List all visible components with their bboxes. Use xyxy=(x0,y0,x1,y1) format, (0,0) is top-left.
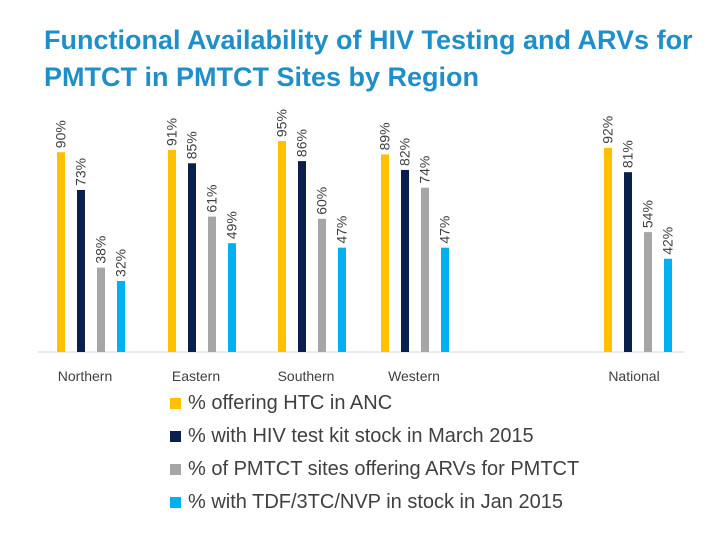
legend-item-4: % with TDF/3TC/NVP in stock in Jan 2015 xyxy=(170,487,630,517)
category-label-northern: Northern xyxy=(58,368,112,384)
legend-label-1: % offering HTC in ANC xyxy=(188,391,393,414)
data-label-northern-series-4: 32% xyxy=(113,249,129,277)
bar-western-series-3 xyxy=(421,187,429,352)
bar-national-series-4 xyxy=(664,258,672,352)
bar-southern-series-4 xyxy=(338,247,346,352)
category-label-national: National xyxy=(608,368,659,384)
bar-southern-series-3 xyxy=(318,218,326,352)
chart-title: Functional Availability of HIV Testing a… xyxy=(44,22,693,96)
legend-label-2: % with HIV test kit stock in March 2015 xyxy=(188,424,534,447)
chart-title-line-2: PMTCT in PMTCT Sites by Region xyxy=(44,62,480,92)
legend-item-3: % of PMTCT sites offering ARVs for PMTCT xyxy=(170,454,630,484)
bar-northern-series-4 xyxy=(117,280,125,352)
bar-western-series-1 xyxy=(381,154,389,352)
legend-swatch-1 xyxy=(170,397,181,409)
data-label-northern-series-1: 90% xyxy=(53,120,69,148)
legend-label-3: % of PMTCT sites offering ARVs for PMTCT xyxy=(188,457,580,480)
data-label-eastern-series-4: 49% xyxy=(224,211,240,239)
legend-item-1: % offering HTC in ANC xyxy=(170,388,630,418)
data-label-northern-series-3: 38% xyxy=(93,236,109,264)
bar-eastern-series-3 xyxy=(208,216,216,352)
bar-western-series-4 xyxy=(441,247,449,352)
bar-national-series-3 xyxy=(644,232,652,352)
bar-southern-series-2 xyxy=(298,161,306,352)
bar-northern-series-2 xyxy=(77,189,85,352)
legend-swatch-3 xyxy=(170,463,181,475)
bar-northern-series-1 xyxy=(57,152,65,352)
data-label-national-series-4: 42% xyxy=(660,227,676,255)
category-label-eastern: Eastern xyxy=(172,368,220,384)
bar-national-series-2 xyxy=(624,172,632,352)
data-label-western-series-1: 89% xyxy=(377,122,393,150)
data-label-southern-series-2: 86% xyxy=(294,129,310,157)
data-label-eastern-series-2: 85% xyxy=(184,131,200,159)
legend-swatch-2 xyxy=(170,430,181,442)
legend-item-2: % with HIV test kit stock in March 2015 xyxy=(170,421,630,451)
data-label-national-series-1: 92% xyxy=(600,116,616,144)
data-label-national-series-2: 81% xyxy=(620,140,636,168)
legend-label-4: % with TDF/3TC/NVP in stock in Jan 2015 xyxy=(188,490,563,513)
data-label-southern-series-4: 47% xyxy=(334,216,350,244)
data-label-eastern-series-3: 61% xyxy=(204,185,220,213)
bar-eastern-series-4 xyxy=(228,243,236,352)
bar-western-series-2 xyxy=(401,169,409,352)
legend-swatch-4 xyxy=(170,496,181,508)
data-label-western-series-3: 74% xyxy=(417,156,433,184)
data-label-eastern-series-1: 91% xyxy=(164,118,180,146)
category-label-southern: Southern xyxy=(278,368,335,384)
bar-northern-series-3 xyxy=(97,267,105,352)
data-label-southern-series-1: 95% xyxy=(274,109,290,137)
data-label-western-series-4: 47% xyxy=(437,216,453,244)
data-label-western-series-2: 82% xyxy=(397,138,413,166)
data-label-national-series-3: 54% xyxy=(640,200,656,228)
bar-southern-series-1 xyxy=(278,141,286,352)
data-label-northern-series-2: 73% xyxy=(73,158,89,186)
data-label-southern-series-3: 60% xyxy=(314,187,330,215)
bar-eastern-series-2 xyxy=(188,163,196,352)
bar-national-series-1 xyxy=(604,147,612,352)
chart-title-line-1: Functional Availability of HIV Testing a… xyxy=(44,25,693,55)
category-label-western: Western xyxy=(388,368,440,384)
bar-eastern-series-1 xyxy=(168,149,176,352)
